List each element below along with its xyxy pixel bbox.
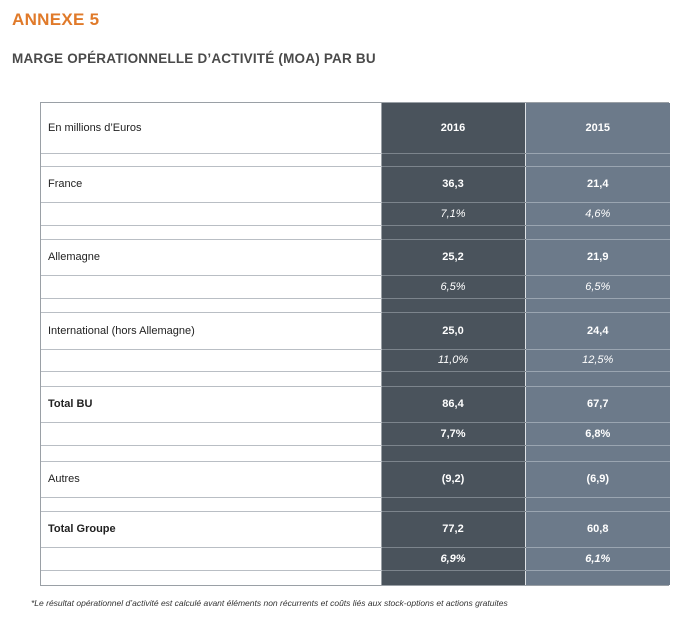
row-label-france: France	[41, 166, 381, 203]
pct-2015: 6,1%	[524, 547, 670, 571]
annex-title: ANNEXE 5	[12, 10, 100, 29]
moa-table: En millions d’Euros 2016 2015 France 36,…	[40, 102, 670, 586]
spacer-row	[41, 153, 670, 167]
pct-2015: 6,5%	[524, 275, 670, 299]
value-2016: 86,4	[380, 386, 525, 423]
spacer-row	[41, 445, 670, 462]
value-2016: 25,2	[380, 239, 525, 276]
unit-label: En millions d’Euros	[41, 103, 381, 154]
table-row: Total BU 86,4 67,7	[41, 386, 670, 423]
table-row-pct: 11,0% 12,5%	[41, 349, 670, 372]
row-label-total-bu: Total BU	[41, 386, 381, 423]
value-2016: 25,0	[380, 312, 525, 350]
table-row: Total Groupe 77,2 60,8	[41, 511, 670, 548]
value-2015: 21,9	[524, 239, 670, 276]
value-2016: 36,3	[380, 166, 525, 203]
value-2015: 24,4	[524, 312, 670, 350]
value-2016: (9,2)	[380, 461, 525, 498]
table-row-pct: 6,5% 6,5%	[41, 275, 670, 299]
header-2015: 2015	[524, 103, 670, 154]
table-row-pct: 7,7% 6,8%	[41, 422, 670, 446]
spacer-row	[41, 225, 670, 240]
table-row: France 36,3 21,4	[41, 166, 670, 203]
value-2015: 60,8	[524, 511, 670, 548]
page-title: MARGE OPÉRATIONNELLE D’ACTIVITÉ (MOA) PA…	[12, 51, 376, 66]
footnote: *Le résultat opérationnel d’activité est…	[31, 598, 508, 608]
value-2015: 21,4	[524, 166, 670, 203]
table-row-pct: 6,9% 6,1%	[41, 547, 670, 571]
table-row: International (hors Allemagne) 25,0 24,4	[41, 312, 670, 350]
value-2016: 77,2	[380, 511, 525, 548]
spacer-row	[41, 371, 670, 387]
pct-2016: 6,5%	[380, 275, 525, 299]
row-label-autres: Autres	[41, 461, 381, 498]
pct-2015: 12,5%	[524, 349, 670, 372]
header-2016: 2016	[380, 103, 525, 154]
spacer-row	[41, 497, 670, 512]
row-label-allemagne: Allemagne	[41, 239, 381, 276]
table-row: Allemagne 25,2 21,9	[41, 239, 670, 276]
pct-2016: 7,1%	[380, 202, 525, 226]
table-header-row: En millions d’Euros 2016 2015	[41, 103, 670, 154]
table-row-pct: 7,1% 4,6%	[41, 202, 670, 226]
row-label-total-groupe: Total Groupe	[41, 511, 381, 548]
spacer-row	[41, 570, 670, 585]
spacer-row	[41, 298, 670, 313]
pct-2015: 6,8%	[524, 422, 670, 446]
pct-2016: 6,9%	[380, 547, 525, 571]
value-2015: (6,9)	[524, 461, 670, 498]
pct-2016: 11,0%	[380, 349, 525, 372]
table-row: Autres (9,2) (6,9)	[41, 461, 670, 498]
value-2015: 67,7	[524, 386, 670, 423]
row-label-international: International (hors Allemagne)	[41, 312, 381, 350]
pct-2015: 4,6%	[524, 202, 670, 226]
pct-2016: 7,7%	[380, 422, 525, 446]
